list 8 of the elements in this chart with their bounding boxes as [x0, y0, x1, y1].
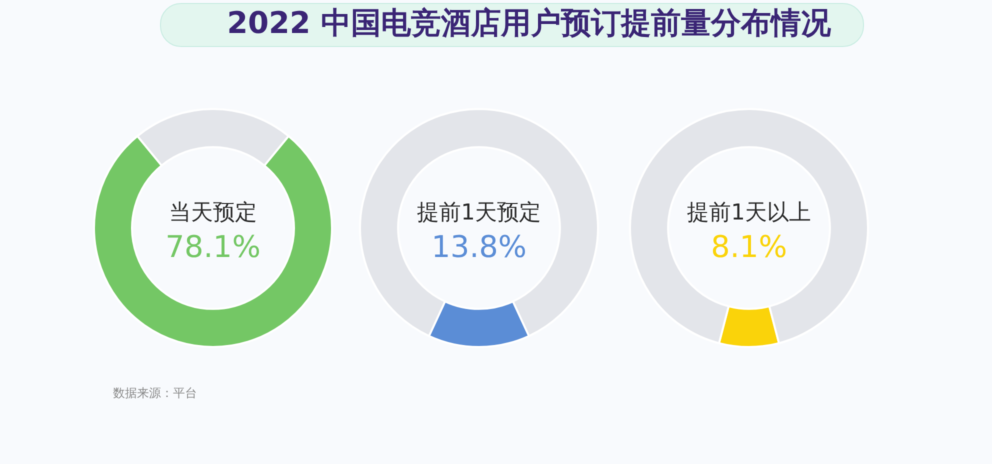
slice-label: 提前1天以上 — [687, 200, 811, 226]
source-note: 数据来源：平台 — [113, 386, 197, 400]
slice-label: 当天预定 — [169, 200, 257, 226]
data-label: 78.1% — [165, 230, 261, 265]
data-label: 13.8% — [431, 230, 527, 265]
chart-title: 2022 中国电竞酒店用户预订提前量分布情况 — [227, 6, 831, 42]
slice-label: 提前1天预定 — [417, 200, 541, 226]
data-label: 8.1% — [710, 230, 788, 265]
